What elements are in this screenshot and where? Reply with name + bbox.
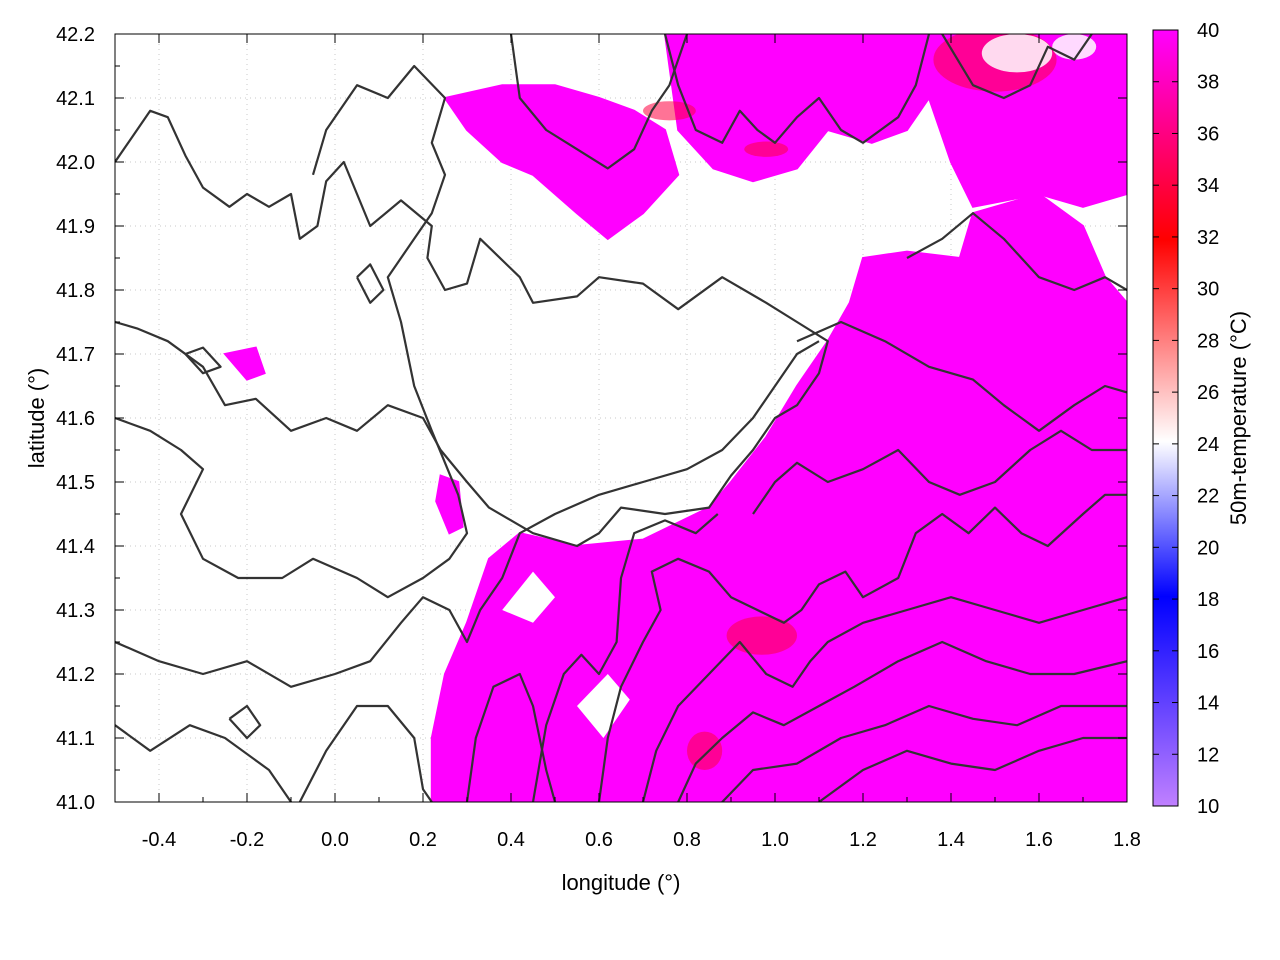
contour-line: [509, 34, 689, 170]
contour-line: [663, 34, 931, 144]
contour-line: [115, 724, 292, 802]
contour-line: [298, 704, 433, 802]
hot-spot-5: [687, 731, 723, 770]
hot-spot-4: [726, 616, 797, 655]
inner-white-2: [502, 571, 555, 623]
y-tick-label: 42.0: [56, 152, 95, 174]
x-tick-label: 1.8: [1113, 829, 1141, 851]
y-axis-ticks: 41.0 41.1 41.2 41.3 41.4 41.5 41.6 41.7 41.8 41.9…: [56, 24, 1127, 814]
colorbar-tick-label: 10: [1197, 796, 1219, 818]
west-warm-patch: [223, 346, 266, 381]
contour-line: [115, 340, 820, 688]
contour-line: [356, 263, 385, 304]
colorbar-tick-label: 28: [1197, 330, 1219, 352]
y-axis-title: latitude (°): [24, 368, 49, 469]
colorbar-tick-label: 16: [1197, 641, 1219, 663]
x-tick-label: 0.0: [321, 829, 349, 851]
cool-spot-1: [981, 34, 1053, 73]
northwest-warm-patch: [443, 84, 680, 241]
inner-white-1: [577, 674, 630, 738]
colorbar-tick-label: 38: [1197, 72, 1219, 94]
y-tick-label: 42.1: [56, 88, 95, 110]
contour-line: [115, 109, 829, 548]
colorbar-tick-label: 26: [1197, 382, 1219, 404]
x-axis-ticks: -0.4 -0.2 0.0 0.2 0.4 0.6 0.8 1.0 1.2 1.4 1.6 1.8: [114, 34, 1141, 851]
contour-line: [752, 429, 1127, 515]
contour-line: [641, 596, 1127, 802]
colorbar-tick-label: 12: [1197, 744, 1219, 766]
contour-line: [906, 212, 1127, 292]
x-tick-label: -0.4: [142, 829, 176, 851]
y-tick-label: 41.1: [56, 728, 95, 750]
contour-line: [115, 64, 469, 599]
x-tick-label: 0.8: [673, 829, 701, 851]
colorbar-tick-label: 34: [1197, 175, 1219, 197]
x-tick-label: 1.0: [761, 829, 789, 851]
contour-line: [465, 672, 557, 802]
colorbar-tick-label: 14: [1197, 693, 1219, 715]
colorbar-tick-label: 24: [1197, 434, 1219, 456]
x-axis-title: longitude (°): [562, 870, 681, 895]
y-tick-label: 41.0: [56, 792, 95, 814]
contour-line: [531, 513, 719, 802]
contour-line: [796, 320, 1127, 432]
x-tick-label: -0.2: [230, 829, 264, 851]
y-tick-label: 41.6: [56, 408, 95, 430]
colorbar-tick-label: 22: [1197, 486, 1219, 508]
contour-lines: [115, 34, 1127, 802]
contour-line: [184, 346, 222, 375]
colorbar-tick-label: 18: [1197, 589, 1219, 611]
central-warm-patch: [435, 474, 464, 535]
colorbar-tick-label: 36: [1197, 123, 1219, 145]
main-warm-region: [430, 192, 1127, 802]
colorbar-tick-label: 40: [1197, 20, 1219, 42]
contour-line: [228, 704, 262, 740]
colorbar-title: 50m-temperature (°C): [1226, 311, 1251, 525]
y-tick-label: 41.8: [56, 280, 95, 302]
contour-line: [818, 736, 1127, 802]
y-tick-label: 41.5: [56, 472, 95, 494]
y-tick-label: 41.2: [56, 664, 95, 686]
contour-line: [721, 704, 1127, 802]
y-tick-label: 41.9: [56, 216, 95, 238]
colorbar-ticks: 10 12 14 16 18 20 22 24 26 28 30 32 34 36 38 40: [1153, 20, 1219, 818]
y-tick-label: 41.3: [56, 600, 95, 622]
x-tick-label: 0.2: [409, 829, 437, 851]
x-tick-label: 1.2: [849, 829, 877, 851]
colorbar-tick-label: 20: [1197, 537, 1219, 559]
contour-line: [941, 34, 1093, 100]
colorbar-tick-label: 32: [1197, 227, 1219, 249]
hot-spot-2: [744, 141, 789, 157]
contour-line: [677, 640, 1127, 802]
y-tick-label: 41.7: [56, 344, 95, 366]
x-tick-label: 1.6: [1025, 829, 1053, 851]
x-tick-label: 0.4: [497, 829, 525, 851]
contour-line: [597, 493, 1127, 802]
y-tick-label: 42.2: [56, 24, 95, 46]
colorbar-tick-label: 30: [1197, 279, 1219, 301]
colorbar: [1152, 29, 1179, 807]
temperature-field: [223, 34, 1127, 802]
x-tick-label: 0.6: [585, 829, 613, 851]
x-tick-label: 1.4: [937, 829, 965, 851]
y-tick-label: 41.4: [56, 536, 95, 558]
